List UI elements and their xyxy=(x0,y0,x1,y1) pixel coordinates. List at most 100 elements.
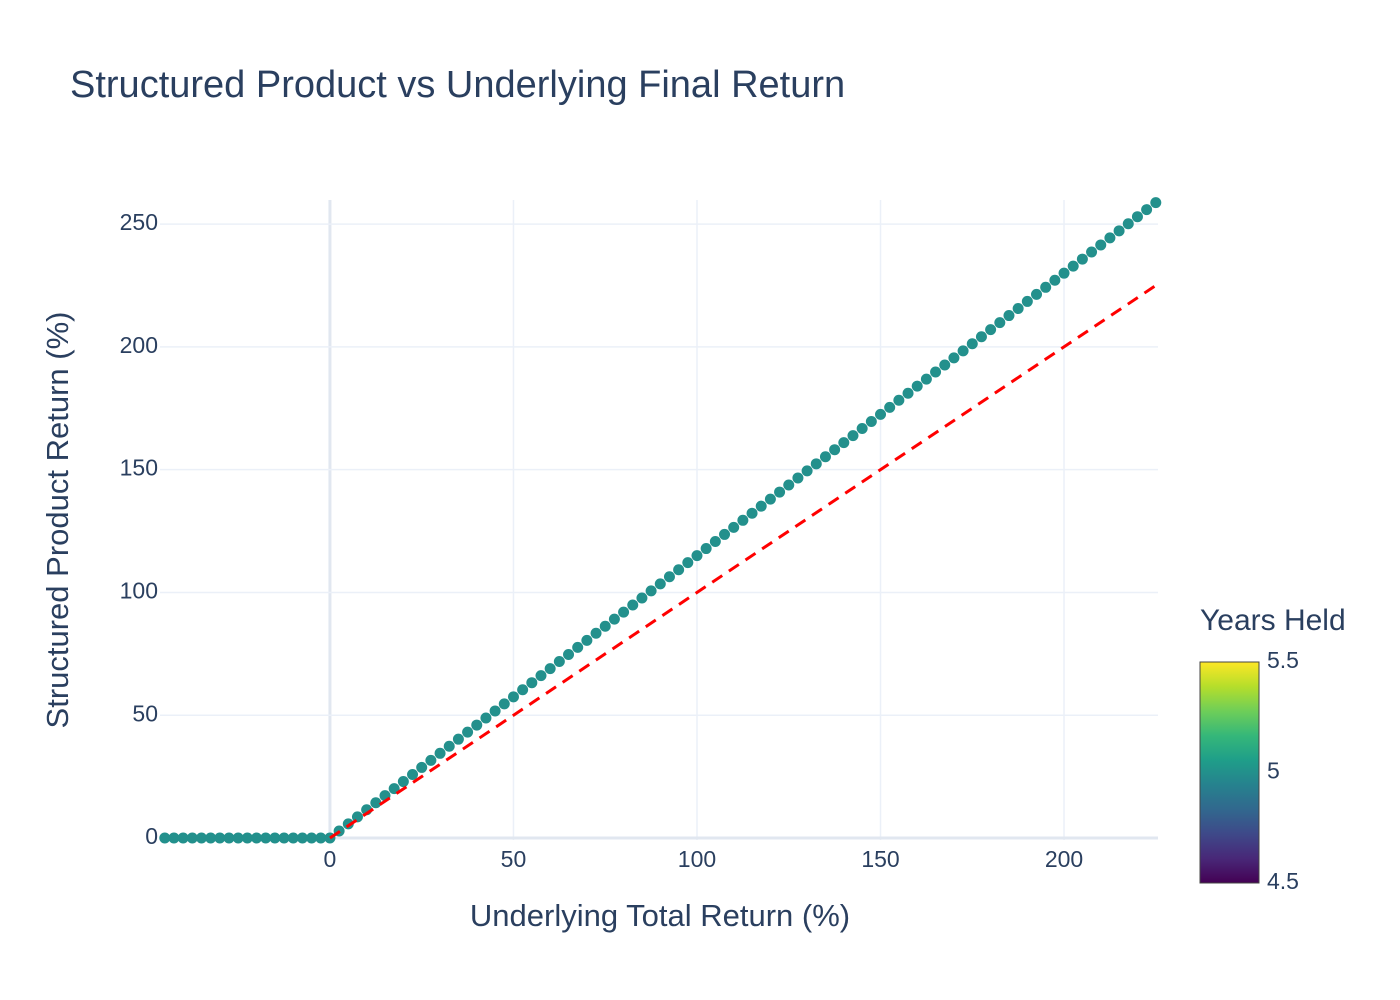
scatter-point xyxy=(939,359,951,371)
scatter-point xyxy=(847,430,859,442)
scatter-point xyxy=(810,458,822,470)
scatter-point xyxy=(902,387,914,399)
scatter-point xyxy=(1113,225,1125,237)
scatter-point xyxy=(865,415,877,427)
scatter-point xyxy=(957,345,969,357)
x-tick-label: 50 xyxy=(501,846,527,872)
scatter-point xyxy=(737,514,749,526)
scatter-point xyxy=(471,719,483,731)
reference-line xyxy=(329,282,1159,840)
scatter-point xyxy=(1040,281,1052,293)
scatter-point xyxy=(278,832,290,844)
scatter-point xyxy=(572,641,584,653)
scatter-point xyxy=(673,564,685,576)
scatter-point xyxy=(783,479,795,491)
scatter-point xyxy=(1049,274,1061,286)
scatter-point xyxy=(930,366,942,378)
scatter-point xyxy=(975,331,987,343)
scatter-point xyxy=(553,656,565,668)
scatter-point xyxy=(627,599,639,611)
colorbar-title: Years Held xyxy=(1200,604,1346,637)
scatter-point xyxy=(269,832,281,844)
scatter-point xyxy=(1095,239,1107,251)
x-tick-label: 200 xyxy=(1045,846,1083,872)
scatter-point xyxy=(452,733,464,745)
scatter-point xyxy=(232,832,244,844)
scatter-point xyxy=(1012,302,1024,314)
scatter-point xyxy=(544,663,556,675)
scatter-point xyxy=(443,740,455,752)
x-tick-label: 0 xyxy=(324,846,337,872)
scatter-point xyxy=(462,726,474,738)
scatter-point xyxy=(168,832,180,844)
scatter-point xyxy=(599,620,611,632)
scatter-point xyxy=(728,521,740,533)
colorbar-tick-label: 5.5 xyxy=(1267,647,1299,673)
scatter-point xyxy=(829,444,841,456)
y-tick-label: 50 xyxy=(132,700,158,726)
scatter-point xyxy=(1031,288,1043,300)
scatter-point xyxy=(517,684,529,696)
scatter-point xyxy=(1003,310,1015,322)
scatter-point xyxy=(948,352,960,364)
scatter-point xyxy=(397,776,409,788)
scatter-point xyxy=(498,698,510,710)
scatter-point xyxy=(177,832,189,844)
scatter-point xyxy=(407,768,419,780)
scatter-point xyxy=(618,606,630,618)
scatter-point xyxy=(985,324,997,336)
y-tick-label: 100 xyxy=(120,578,158,604)
colorbar-tick-label: 4.5 xyxy=(1267,868,1299,894)
scatter-point xyxy=(388,783,400,795)
scatter-point xyxy=(709,535,721,547)
scatter-point xyxy=(654,578,666,590)
scatter-point xyxy=(351,811,363,823)
scatter-point xyxy=(306,832,318,844)
scatter-point xyxy=(1086,246,1098,258)
scatter-point xyxy=(342,818,354,830)
scatter-point xyxy=(1067,260,1079,272)
scatter-point xyxy=(526,677,538,689)
scatter-point xyxy=(1104,232,1116,244)
scatter-point xyxy=(186,832,198,844)
scatter-point xyxy=(205,832,217,844)
scatter-point xyxy=(645,585,657,597)
scatter-point xyxy=(682,557,694,569)
scatter-point xyxy=(1131,211,1143,223)
scatter-point xyxy=(241,832,253,844)
scatter-point xyxy=(819,451,831,463)
scatter-point xyxy=(792,472,804,484)
y-axis-title: Structured Product Return (%) xyxy=(40,312,75,729)
scatter-point xyxy=(801,465,813,477)
scatter-point xyxy=(590,627,602,639)
scatter-point xyxy=(608,613,620,625)
scatter-point xyxy=(480,712,492,724)
scatter-point xyxy=(434,747,446,759)
scatter-point xyxy=(1058,267,1070,279)
y-tick-label: 200 xyxy=(120,332,158,358)
scatter-point xyxy=(1021,295,1033,307)
scatter-point xyxy=(994,317,1006,329)
colorbar-tick-label: 5 xyxy=(1267,758,1280,784)
scatter-point xyxy=(287,832,299,844)
scatter-point xyxy=(636,592,648,604)
scatter-point xyxy=(370,797,382,809)
scatter-point xyxy=(1122,218,1134,230)
x-tick-label: 100 xyxy=(678,846,716,872)
x-tick-label: 150 xyxy=(861,846,899,872)
scatter-point xyxy=(691,550,703,562)
scatter-point xyxy=(159,832,171,844)
scatter-point xyxy=(893,394,905,406)
scatter-point xyxy=(315,832,327,844)
scatter-point xyxy=(1141,204,1153,216)
scatter-point xyxy=(755,500,767,512)
scatter-point xyxy=(489,705,501,717)
scatter-point xyxy=(838,437,850,449)
y-tick-label: 250 xyxy=(120,209,158,235)
scatter-point xyxy=(581,634,593,646)
scatter-point xyxy=(214,832,226,844)
scatter-point xyxy=(416,761,428,773)
scatter-point xyxy=(1076,253,1088,265)
y-tick-label: 150 xyxy=(120,455,158,481)
